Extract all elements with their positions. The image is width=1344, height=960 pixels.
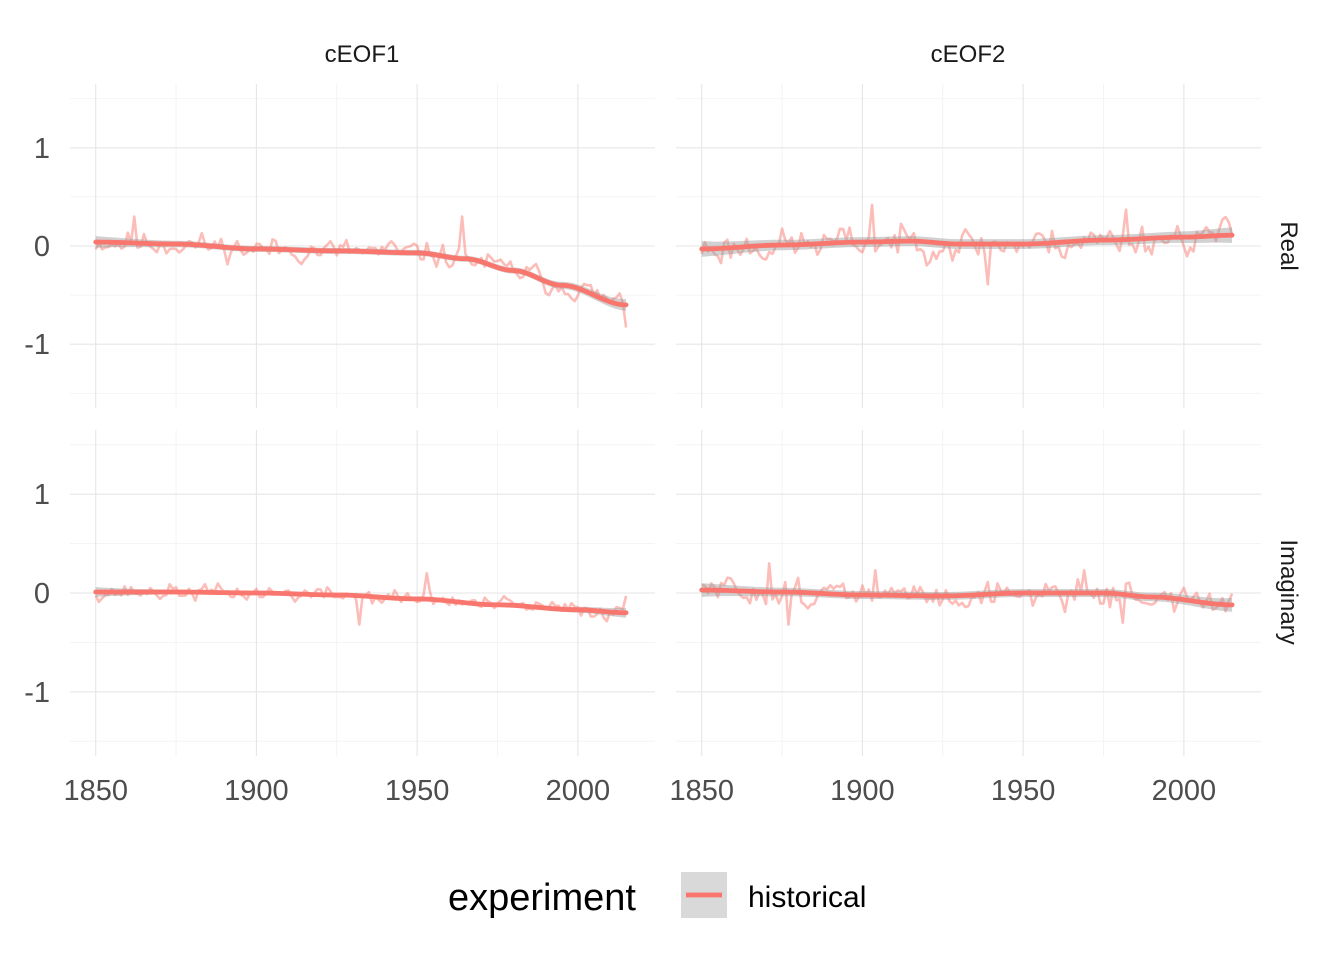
y-axis-bottom-row: -1 0 1 [24, 479, 50, 709]
x-tick-label: 1950 [991, 775, 1056, 807]
panel-ceof2-real [676, 84, 1261, 408]
x-tick-label: 2000 [546, 775, 611, 807]
series-historical-raw [94, 215, 628, 328]
x-tick-label: 1900 [224, 775, 289, 807]
legend: experiment historical [448, 872, 866, 919]
x-tick-label: 1850 [63, 775, 128, 807]
series-historical-raw [94, 571, 628, 626]
y-tick-label: 0 [34, 578, 50, 610]
series-historical-ci-band [95, 236, 627, 311]
y-tick-label: 1 [34, 133, 50, 165]
facet-strip-ceof1: cEOF1 [325, 41, 400, 68]
series-historical-smooth [699, 232, 1235, 252]
y-tick-label: 0 [34, 231, 50, 263]
x-tick-label: 1850 [669, 775, 734, 807]
panel-ceof2-imaginary [676, 430, 1261, 756]
series-historical-smooth [699, 587, 1235, 608]
panel-ceof1-real [70, 84, 655, 408]
panel-ceof1-imaginary [70, 430, 655, 756]
legend-label-historical: historical [748, 881, 866, 914]
y-tick-label: -1 [24, 677, 50, 709]
y-tick-label: -1 [24, 329, 50, 361]
legend-title: experiment [448, 877, 636, 919]
series-historical-smooth [93, 589, 629, 616]
facet-strip-real: Real [1275, 221, 1302, 270]
x-axis-right-column: 1850 1900 1950 2000 [669, 775, 1216, 807]
y-axis-top-row: -1 0 1 [24, 133, 50, 361]
x-tick-label: 1950 [385, 775, 450, 807]
y-tick-label: 1 [34, 479, 50, 511]
facet-strip-ceof2: cEOF2 [931, 41, 1006, 68]
series-historical-smooth [93, 239, 629, 308]
x-tick-label: 2000 [1152, 775, 1217, 807]
x-tick-label: 1900 [830, 775, 895, 807]
facet-strip-imaginary: Imaginary [1275, 539, 1302, 644]
series-historical-raw [701, 562, 1234, 626]
x-axis-left-column: 1850 1900 1950 2000 [63, 775, 610, 807]
